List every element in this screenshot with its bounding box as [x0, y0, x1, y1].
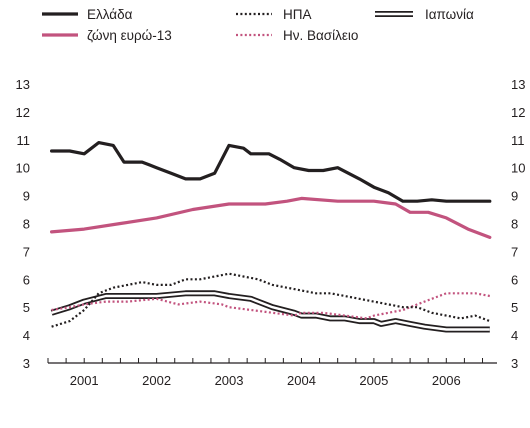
- legend-uk-label: Ην. Βασίλειο: [283, 28, 358, 43]
- x-tick-label: 2002: [142, 373, 171, 388]
- legend-uk: Ην. Βασίλειο: [236, 28, 358, 43]
- y-tick-label-right: 9: [511, 189, 518, 204]
- y-tick-label-right: 12: [511, 105, 525, 120]
- legend-euro-area-label: ζώνη ευρώ-13: [87, 28, 172, 43]
- x-tick-label: 2003: [215, 373, 244, 388]
- y-tick-label-left: 5: [23, 300, 30, 315]
- x-tick-label: 2006: [432, 373, 461, 388]
- euro-area-series-line: [50, 196, 492, 239]
- greece-series-line: [50, 141, 492, 203]
- y-tick-label-left: 12: [16, 105, 30, 120]
- y-tick-label-right: 7: [511, 244, 518, 259]
- japan-series: [50, 290, 490, 333]
- y-tick-label-right: 6: [511, 272, 518, 287]
- y-tick-label-left: 6: [23, 272, 30, 287]
- greece-series: [50, 141, 492, 203]
- euro-area-series: [50, 196, 492, 239]
- usa-series-line: [51, 272, 491, 328]
- y-tick-label-right: 4: [511, 328, 518, 343]
- x-tick-label: 2004: [287, 373, 316, 388]
- legend-japan-label: Ιαπωνία: [425, 7, 474, 22]
- y-tick-label-left: 3: [23, 356, 30, 371]
- y-tick-label-left: 7: [23, 244, 30, 259]
- uk-series-line: [51, 292, 491, 320]
- chart-axes: 3 3 4 4 5 5 6 6 7 7 8 8 9 9 10 10 11 11 12 12 13 13 2001 2002 20…: [16, 77, 526, 388]
- y-tick-label-right: 3: [511, 356, 518, 371]
- legend-japan: Ιαπωνία: [375, 7, 474, 22]
- legend-usa-label: ΗΠΑ: [283, 7, 312, 22]
- y-tick-label-left: 4: [23, 328, 30, 343]
- y-tick-label-left: 13: [16, 77, 30, 92]
- legend: Ελλάδα ζώνη ευρώ-13 ΗΠΑ Ην. Βασίλειο Ιαπωνία: [42, 7, 474, 43]
- y-tick-label-right: 5: [511, 300, 518, 315]
- y-tick-label-right: 10: [511, 161, 525, 176]
- x-tick-label: 2005: [359, 373, 388, 388]
- chart-series: [50, 141, 492, 333]
- legend-greece: Ελλάδα: [42, 7, 133, 22]
- y-tick-label-left: 11: [17, 133, 31, 148]
- y-tick-label-left: 10: [16, 161, 30, 176]
- japan-series-line-outer: [50, 290, 490, 333]
- legend-greece-label: Ελλάδα: [87, 7, 133, 22]
- y-tick-label-right: 8: [511, 217, 518, 232]
- legend-usa: ΗΠΑ: [236, 7, 312, 22]
- y-tick-label-right: 11: [511, 133, 525, 148]
- usa-series: [51, 272, 491, 328]
- y-tick-label-left: 9: [23, 189, 30, 204]
- y-tick-label-right: 13: [511, 77, 525, 92]
- x-tick-label: 2001: [70, 373, 99, 388]
- uk-series: [51, 292, 491, 320]
- y-tick-label-left: 8: [23, 217, 30, 232]
- legend-euro-area: ζώνη ευρώ-13: [42, 28, 172, 43]
